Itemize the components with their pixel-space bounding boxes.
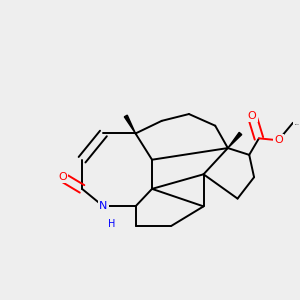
Text: H: H (107, 219, 115, 229)
Text: O: O (58, 172, 67, 182)
Polygon shape (228, 132, 242, 148)
Text: O: O (274, 135, 283, 145)
Polygon shape (124, 115, 136, 134)
Text: O: O (248, 111, 256, 121)
Text: methyl: methyl (295, 124, 300, 125)
Text: N: N (99, 201, 108, 212)
